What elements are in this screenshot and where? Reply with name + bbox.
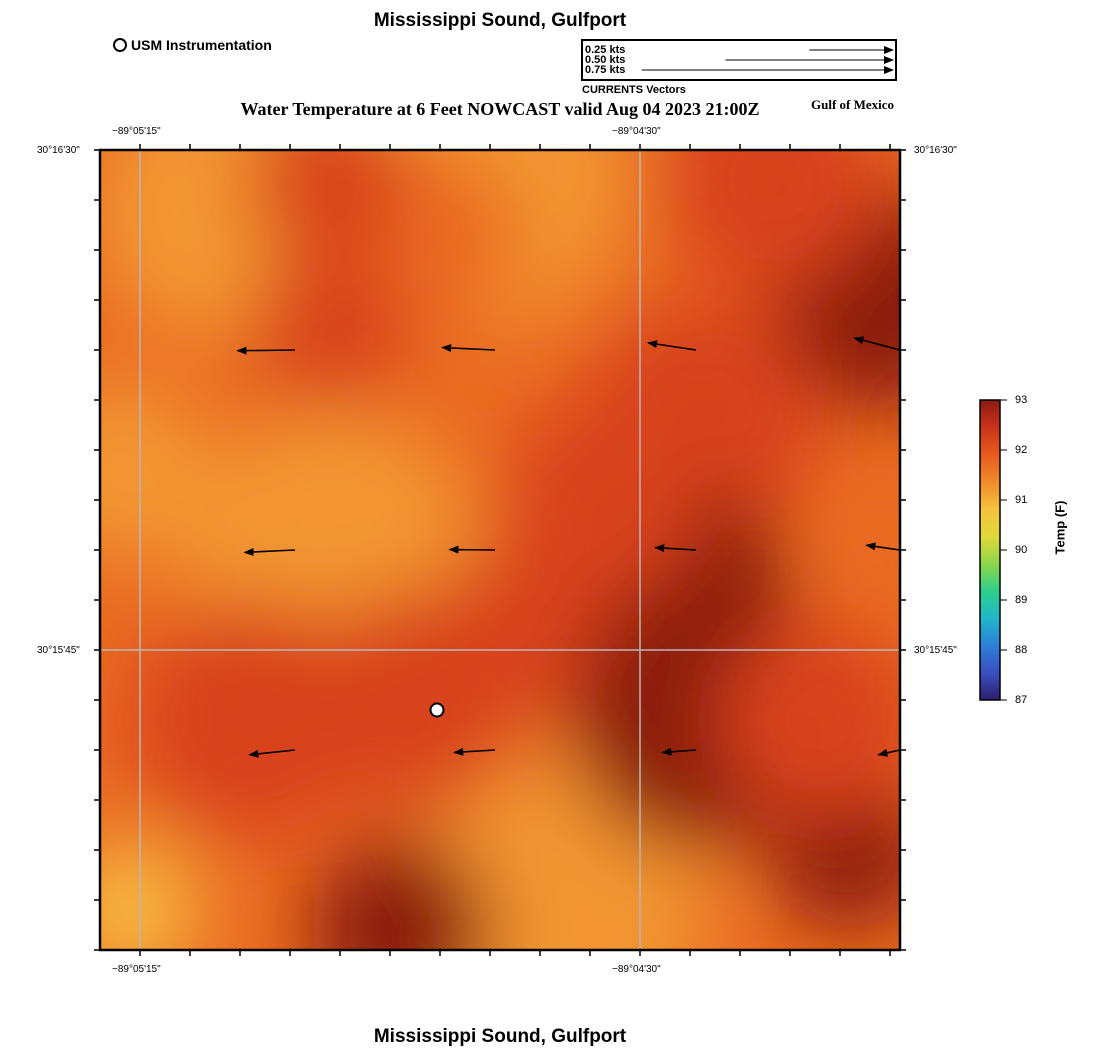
map-ticks	[94, 144, 906, 956]
region-label: Gulf of Mexico	[811, 97, 895, 112]
bottom-title: Mississippi Sound, Gulfport	[373, 1026, 627, 1047]
lon-label-bottom-right: −89°04'30"	[612, 964, 661, 975]
lat-label-left-top: 30°16'30"	[37, 145, 80, 156]
station-legend-label: USM Instrumentation	[131, 37, 272, 53]
station-marker-icon	[113, 38, 127, 52]
station-marker[interactable]	[429, 702, 445, 718]
current-vector	[453, 747, 496, 756]
colorbar-tick-label: 92	[1015, 444, 1028, 456]
temperature-field	[100, 150, 900, 950]
lon-label-bottom-left: −89°05'15"	[112, 964, 161, 975]
vector-scale-label-2: 0.50 kts	[585, 54, 626, 66]
colorbar-tick-label: 91	[1015, 494, 1028, 506]
vector-scale-label-3: 0.75 kts	[585, 64, 626, 76]
lat-label-right-top: 30°16'30"	[914, 145, 957, 156]
current-vector	[248, 749, 296, 758]
vector-scale-label-1: 0.25 kts	[585, 44, 626, 56]
current-vector	[853, 336, 901, 351]
colorbar-tick-label: 89	[1015, 594, 1028, 606]
current-vector	[877, 748, 901, 757]
graticule	[100, 150, 900, 950]
lon-label-top-right: −89°04'30"	[612, 126, 661, 137]
lat-label-right-mid: 30°15'45"	[914, 645, 957, 656]
current-vector	[661, 747, 697, 756]
lat-label-left-mid: 30°15'45"	[37, 645, 80, 656]
map-title: Water Temperature at 6 Feet NOWCAST vali…	[240, 99, 760, 119]
current-vector	[243, 547, 296, 556]
current-vector	[236, 346, 296, 355]
colorbar-tick-label: 87	[1015, 694, 1028, 706]
colorbar-tick-label: 90	[1015, 544, 1028, 556]
vector-caption: CURRENTS Vectors	[582, 84, 686, 96]
station-legend: USM Instrumentation	[113, 37, 272, 53]
current-vector	[647, 340, 697, 351]
colorbar-tick-label: 88	[1015, 644, 1028, 656]
current-vector	[441, 344, 496, 353]
colorbar-title: Temp (F)	[1052, 500, 1068, 555]
lon-label-top-left: −89°05'15"	[112, 126, 161, 137]
current-vector	[865, 542, 901, 551]
colorbar	[979, 399, 1007, 701]
vector-scale-arrows	[641, 46, 894, 74]
colorbar-tick-label: 93	[1015, 394, 1028, 406]
top-title: Mississippi Sound, Gulfport	[373, 10, 627, 31]
current-vectors	[236, 336, 901, 758]
current-vector	[654, 544, 697, 553]
